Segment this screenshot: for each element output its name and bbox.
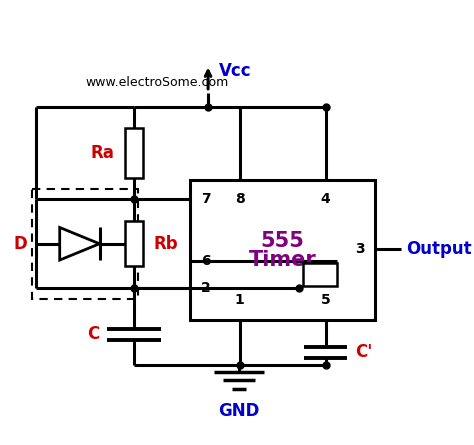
Text: 2: 2 [201,281,210,295]
Text: C': C' [355,344,372,361]
Text: Timer: Timer [249,251,317,271]
Text: 6: 6 [201,254,210,268]
Text: D: D [13,235,27,253]
Bar [125,129,143,178]
Bar [32,189,138,299]
Text: 7: 7 [201,192,210,206]
Text: 5: 5 [321,293,330,307]
Polygon shape [60,227,100,260]
Text: Rb: Rb [154,235,178,253]
Text: 1: 1 [235,293,245,307]
Text: C: C [87,325,100,343]
Bar [125,221,143,267]
Text: 8: 8 [235,192,245,206]
Text: Output: Output [406,240,472,258]
Text: Ra: Ra [90,144,114,162]
Text: Vcc: Vcc [219,62,252,80]
Text: www.electroSome.com: www.electroSome.com [86,76,229,89]
Text: 3: 3 [355,242,365,256]
Text: 555: 555 [261,231,305,251]
Bar [190,179,375,320]
Bar [303,263,337,286]
Text: 4: 4 [321,192,330,206]
Text: GND: GND [218,402,260,420]
